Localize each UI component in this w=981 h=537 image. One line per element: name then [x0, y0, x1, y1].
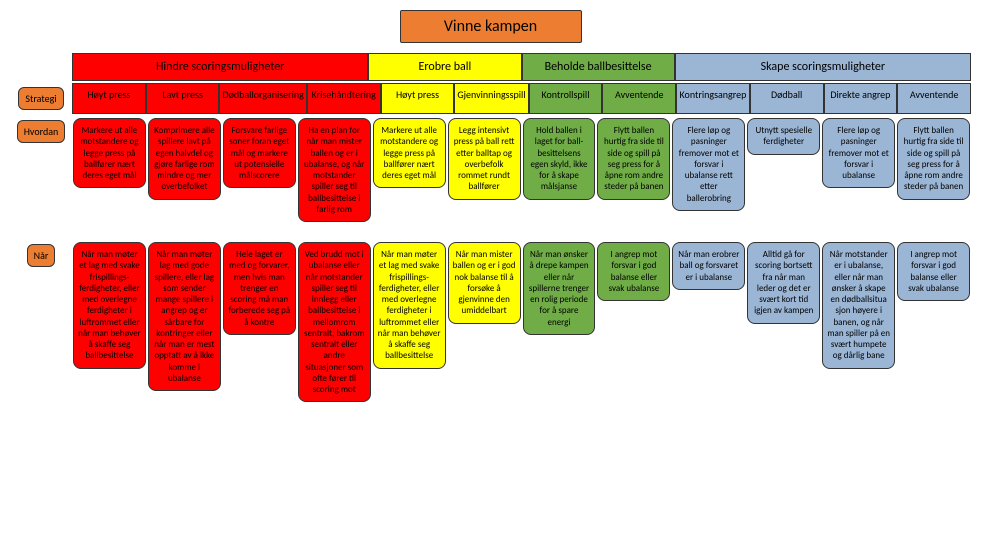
nar-cell-4: Når man møter et lag med svake frispilli… [373, 242, 446, 369]
col-header-11: Avventende [897, 83, 971, 114]
hvordan-cell-5: Legg intensivt press på ball rett etter … [448, 118, 521, 200]
nar-cell-8: Når man erobrer ball og forsvaret er i u… [672, 242, 745, 290]
side-nar-box: Når [27, 244, 56, 267]
group-header-1: Erobre ball [368, 53, 521, 81]
col-header-4: Høyt press [381, 83, 455, 114]
hvordan-cell-7: Flytt ballen hurtig fra side til side og… [597, 118, 670, 200]
nar-cell-3: Ved brudd mot i ubalanse eller når motst… [298, 242, 371, 402]
group-header-0: Hindre scoringsmuligheter [72, 53, 368, 81]
spacer [10, 53, 72, 81]
hvordan-cell-2: Forsvare farlige soner foran eget mål og… [223, 118, 296, 188]
hvordan-row: Hvordan Markere ut alle motstandere og l… [10, 116, 971, 224]
hvordan-cells: Markere ut alle motstandere og legge pre… [72, 116, 971, 224]
col-header-8: Kontringsangrep [676, 83, 750, 114]
group-header-3: Skape scoringsmuligheter [675, 53, 971, 81]
col-header-1: Lavt press [146, 83, 220, 114]
hvordan-cell-11: Flytt ballen hurtig fra side til side og… [897, 118, 970, 200]
nar-cell-1: Når man møter lag med gode spillere, ell… [148, 242, 221, 391]
nar-cell-11: I angrep mot forsvar i god balanse eller… [897, 242, 970, 301]
title-box: Vinne kampen [400, 10, 582, 43]
col-header-7: Avventende [602, 83, 676, 114]
group-header-2: Beholde ballbesittelse [522, 53, 675, 81]
nar-cells: Når man møter et lag med svake frispilli… [72, 240, 971, 404]
col-header-5: Gjenvinningsspill [454, 83, 528, 114]
hvordan-cell-8: Flere løp og pasninger fremover mot et f… [672, 118, 745, 211]
side-hvordan-box: Hvordan [17, 120, 66, 143]
col-header-6: Kontrollspill [529, 83, 603, 114]
nar-cell-5: Når man mister ballen og er i god nok ba… [448, 242, 521, 324]
col-header-9: Dødball [750, 83, 824, 114]
nar-cell-6: Når man ønsker å drepe kampen eller når … [523, 242, 596, 335]
hvordan-cell-10: Flere løp og pasninger fremover mot et f… [822, 118, 895, 188]
hvordan-cell-3: Ha en plan for når man mister ballen og … [298, 118, 371, 222]
nar-cell-10: Når motstander er i ubalanse, eller når … [822, 242, 895, 369]
nar-cell-2: Hele laget er med og forvarer, men hvis … [223, 242, 296, 335]
col-header-3: Krisehåndtering [307, 83, 381, 114]
nar-cell-7: I angrep mot forsvar i god balanse eller… [597, 242, 670, 301]
hvordan-cell-0: Markere ut alle motstandere og legge pre… [73, 118, 146, 188]
group-headers: Hindre scoringsmuligheterErobre ballBeho… [72, 53, 971, 81]
hvordan-cell-1: Komprimere alle spillere lavt på egen ha… [148, 118, 221, 200]
col-header-2: Dødballorganisering [219, 83, 306, 114]
col-headers: Høyt pressLavt pressDødballorganiseringK… [72, 83, 971, 114]
side-nar: Når [10, 240, 72, 404]
nar-cell-9: Alltid gå for scoring bortsett fra når m… [747, 242, 820, 324]
col-header-0: Høyt press [72, 83, 146, 114]
group-row: Hindre scoringsmuligheterErobre ballBeho… [10, 53, 971, 81]
hvordan-cell-9: Utnytt spesielle ferdigheter [747, 118, 820, 155]
side-strategi-box: Strategi [18, 87, 63, 110]
title: Vinne kampen [444, 17, 537, 36]
strategy-row: Strategi Høyt pressLavt pressDødballorga… [10, 83, 971, 114]
hvordan-cell-6: Hold ballen i laget for ball-besittelsen… [523, 118, 596, 200]
side-hvordan: Hvordan [10, 116, 72, 224]
hvordan-cell-4: Markere ut alle motstandere og legge pre… [373, 118, 446, 188]
col-header-10: Direkte angrep [824, 83, 898, 114]
nar-row: Når Når man møter et lag med svake frisp… [10, 240, 971, 404]
nar-cell-0: Når man møter et lag med svake frispilli… [73, 242, 146, 369]
side-strategi: Strategi [10, 83, 72, 114]
